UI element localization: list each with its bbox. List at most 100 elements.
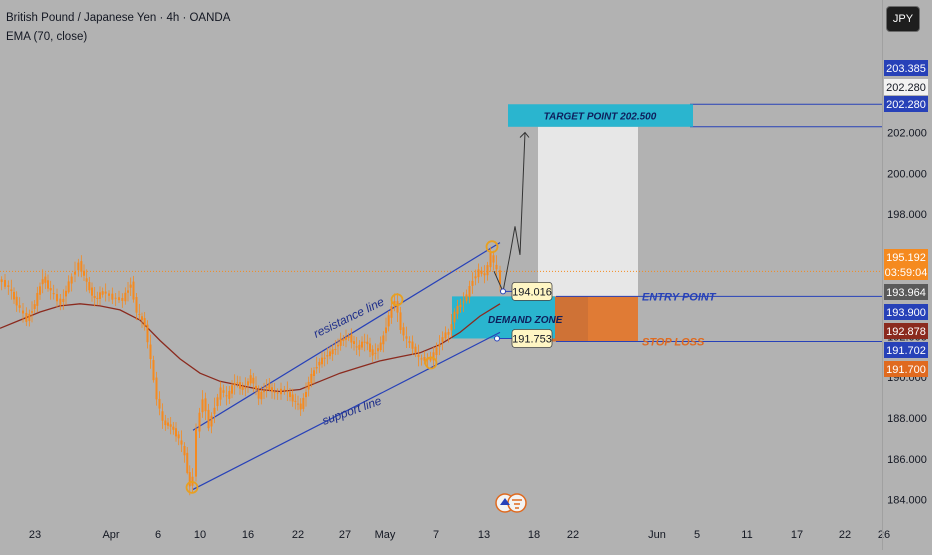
candle-body bbox=[31, 311, 33, 313]
candle-body bbox=[202, 399, 204, 412]
candle-body bbox=[364, 342, 366, 343]
candle-body bbox=[223, 390, 225, 393]
candle-body bbox=[99, 292, 101, 299]
x-tick-label: 7 bbox=[433, 529, 439, 541]
candle-body bbox=[228, 391, 230, 399]
candle-body bbox=[234, 383, 236, 385]
candle-body bbox=[25, 313, 27, 322]
candle-body bbox=[39, 286, 41, 294]
candle-body bbox=[274, 392, 276, 393]
candle-body bbox=[271, 387, 273, 391]
candle-body bbox=[337, 345, 339, 347]
currency-button[interactable]: JPY bbox=[886, 6, 920, 32]
stop-callout-dot bbox=[495, 336, 500, 341]
x-tick-label: 27 bbox=[339, 529, 351, 541]
candle-body bbox=[80, 261, 82, 272]
candle-body bbox=[353, 341, 355, 344]
indicator-title[interactable]: EMA (70, close) bbox=[6, 31, 87, 43]
candle-body bbox=[345, 337, 347, 340]
candle-body bbox=[44, 277, 46, 283]
candle-body bbox=[220, 388, 222, 400]
candle-body bbox=[342, 339, 344, 341]
candle-body bbox=[136, 297, 138, 313]
candle-body bbox=[321, 358, 323, 365]
candle-body bbox=[162, 411, 164, 420]
candle-body bbox=[490, 253, 492, 267]
x-tick-label: Jun bbox=[648, 529, 666, 541]
candle-body bbox=[181, 440, 183, 444]
tradingview-logo-icon bbox=[494, 492, 528, 514]
price-tag-current: 195.192 bbox=[886, 252, 926, 264]
candle-body bbox=[167, 423, 169, 426]
candle-body bbox=[400, 312, 402, 330]
price-tag-target-mid: 202.280 bbox=[886, 82, 926, 94]
candle-body bbox=[252, 378, 254, 384]
candle-body bbox=[124, 293, 126, 302]
candle-body bbox=[332, 349, 334, 354]
candle-body bbox=[286, 391, 288, 392]
candle-body bbox=[350, 334, 352, 342]
candle-body bbox=[226, 395, 228, 396]
candle-body bbox=[102, 291, 104, 294]
candle-body bbox=[205, 398, 207, 411]
y-tick-label: 200.000 bbox=[887, 168, 927, 180]
x-tick-label: 5 bbox=[694, 529, 700, 541]
candle-body bbox=[318, 362, 320, 366]
price-tag-entry-b: 193.900 bbox=[886, 307, 926, 319]
candle-body bbox=[466, 294, 468, 301]
candle-body bbox=[289, 392, 291, 397]
candle-body bbox=[86, 278, 88, 281]
candle-body bbox=[88, 282, 90, 290]
candle-body bbox=[250, 375, 252, 383]
candle-body bbox=[308, 382, 310, 390]
candle-body bbox=[316, 367, 318, 368]
candle-body bbox=[186, 453, 188, 473]
candle-body bbox=[263, 391, 265, 392]
candle-body bbox=[239, 382, 241, 388]
candle-body bbox=[374, 353, 376, 354]
candle-body bbox=[415, 347, 417, 353]
candle-body bbox=[118, 297, 120, 300]
candle-body bbox=[172, 427, 174, 430]
candle-body bbox=[472, 281, 474, 286]
stop-callout-value: 191.753 bbox=[512, 333, 552, 345]
candle-body bbox=[369, 343, 371, 351]
candle-body bbox=[53, 293, 55, 294]
x-tick-label: 16 bbox=[242, 529, 254, 541]
candle-body bbox=[340, 339, 342, 346]
x-tick-label: Apr bbox=[102, 529, 119, 541]
candle-body bbox=[409, 341, 411, 343]
candle-body bbox=[460, 305, 462, 308]
price-tag-stop-c: 191.700 bbox=[886, 364, 926, 376]
candle-body bbox=[361, 342, 363, 348]
candle-body bbox=[236, 382, 238, 383]
candle-body bbox=[258, 390, 260, 399]
candle-body bbox=[13, 292, 15, 299]
candle-body bbox=[260, 392, 262, 399]
candle-body bbox=[19, 305, 21, 308]
x-tick-label: 22 bbox=[567, 529, 579, 541]
entry-callout-value: 194.016 bbox=[512, 286, 552, 298]
x-tick-label: 13 bbox=[478, 529, 490, 541]
price-tag-entry-a: 193.964 bbox=[886, 287, 926, 299]
candle-body bbox=[184, 446, 186, 455]
candle-body bbox=[199, 413, 201, 432]
x-tick-label: 17 bbox=[791, 529, 803, 541]
candle-body bbox=[16, 297, 18, 306]
candle-body bbox=[115, 298, 117, 299]
candle-body bbox=[436, 347, 438, 355]
candle-body bbox=[77, 263, 79, 271]
candle-body bbox=[121, 298, 123, 301]
price-tag-stop-a: 192.878 bbox=[886, 326, 926, 338]
candle-body bbox=[442, 337, 444, 342]
y-tick-label: 198.000 bbox=[887, 209, 927, 221]
candle-body bbox=[463, 302, 465, 303]
candle-body bbox=[266, 387, 268, 389]
candle-body bbox=[302, 398, 304, 409]
candle-body bbox=[34, 304, 36, 309]
candle-body bbox=[297, 404, 299, 405]
candle-body bbox=[10, 289, 12, 291]
candle-body bbox=[305, 392, 307, 397]
